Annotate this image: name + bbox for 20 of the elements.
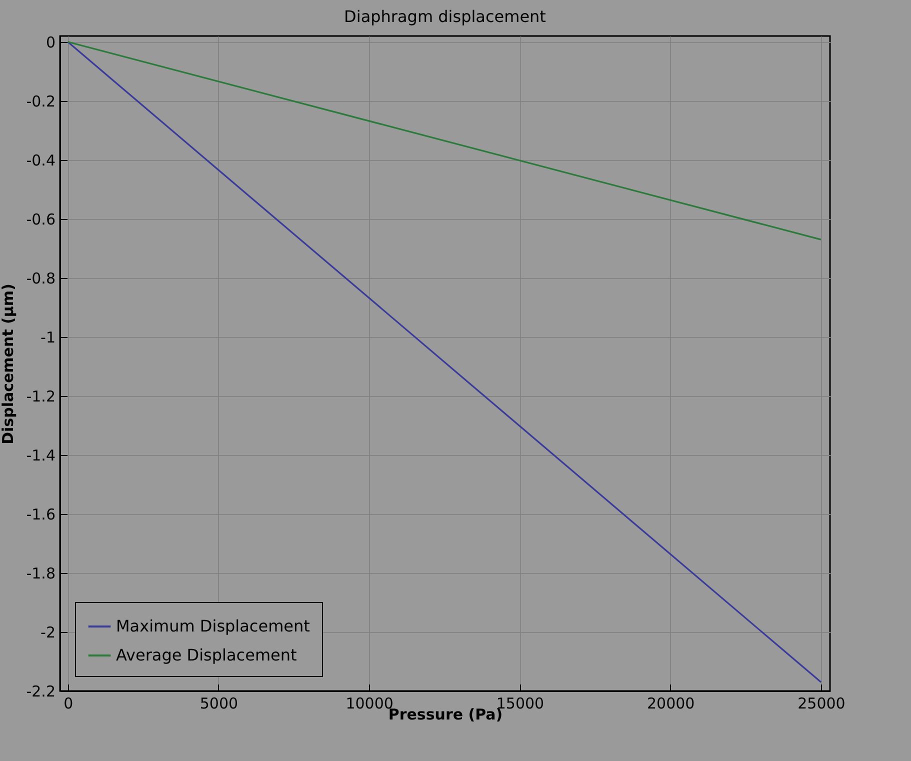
y-axis-title: Displacement (µm) bbox=[0, 284, 18, 444]
x-tick-label: 5000 bbox=[200, 694, 238, 712]
y-tick-label: -1.4 bbox=[26, 446, 56, 464]
chart-title: Diaphragm displacement bbox=[344, 6, 546, 26]
y-tick-label: -2 bbox=[40, 623, 56, 642]
y-tick-label: -1.8 bbox=[26, 564, 56, 582]
y-tick-label: -0.6 bbox=[26, 210, 56, 228]
y-tick-label: -1.2 bbox=[26, 387, 56, 406]
x-tick-label: 0 bbox=[64, 694, 74, 712]
y-tick-label: -1.6 bbox=[26, 505, 56, 524]
y-tick-label: -0.2 bbox=[26, 92, 56, 110]
y-tick-label: -2.2 bbox=[26, 682, 56, 700]
x-tick-label: 20000 bbox=[646, 694, 695, 712]
y-tick-label: -0.4 bbox=[26, 151, 56, 170]
y-tick-label: 0 bbox=[46, 33, 56, 52]
y-tick-label: -0.8 bbox=[26, 269, 56, 288]
legend-label: Average Displacement bbox=[116, 646, 297, 664]
x-tick-label: 25000 bbox=[798, 694, 846, 712]
legend-label: Maximum Displacement bbox=[116, 616, 310, 636]
y-tick-label: -1 bbox=[40, 328, 56, 346]
